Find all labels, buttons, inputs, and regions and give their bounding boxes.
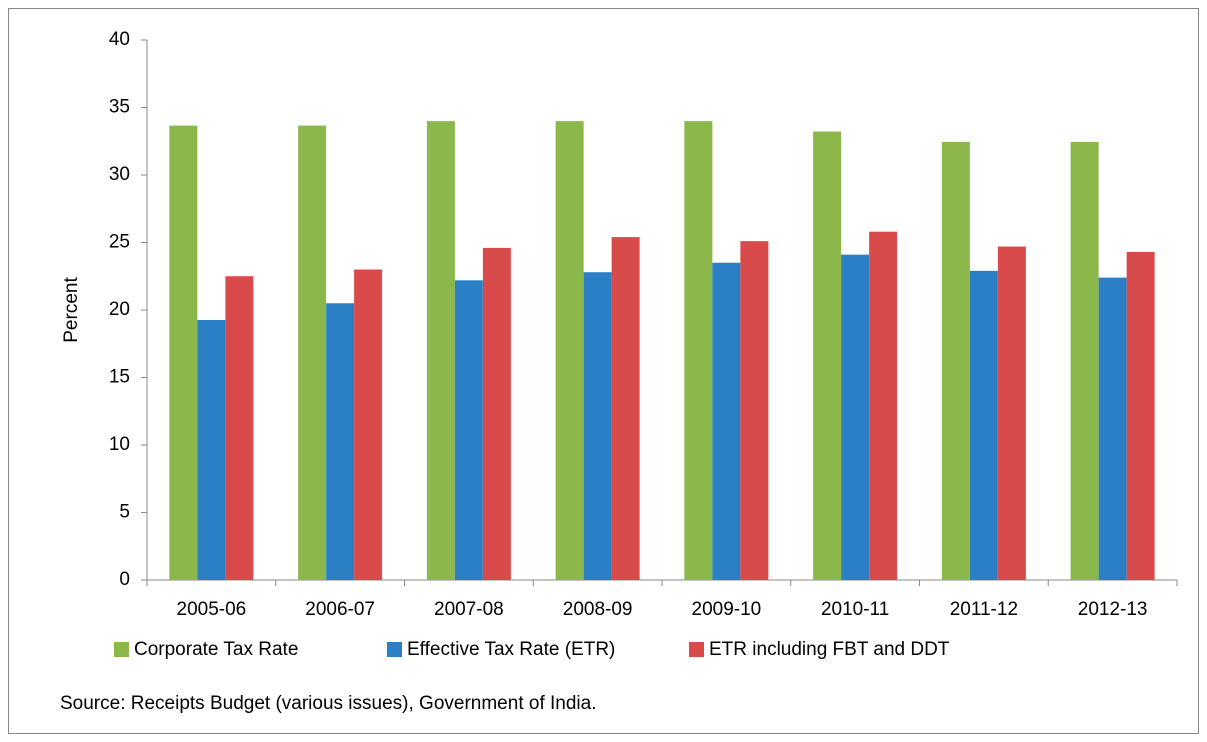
bar	[1098, 277, 1127, 580]
x-tick-label: 2006-07	[305, 599, 375, 620]
bar	[426, 121, 455, 580]
y-tick-label: 20	[109, 299, 130, 320]
bar	[298, 125, 327, 580]
y-tick-label: 15	[109, 367, 130, 388]
y-axis-label: Percent	[61, 277, 82, 343]
y-tick-label: 30	[109, 164, 130, 185]
x-tick-label: 2011-12	[950, 599, 1018, 620]
bar	[841, 254, 870, 580]
x-tick-label: 2007-08	[434, 599, 504, 620]
x-tick-label: 2010-11	[821, 599, 889, 620]
bar	[197, 319, 226, 580]
bar	[684, 121, 713, 580]
bar	[326, 303, 355, 580]
bar	[1126, 251, 1155, 580]
legend-label: Corporate Tax Rate	[134, 639, 298, 660]
y-tick-label: 10	[109, 434, 130, 455]
bar	[611, 237, 640, 580]
y-tick-label: 0	[119, 569, 130, 590]
y-tick-label: 40	[109, 29, 130, 50]
bar	[997, 246, 1026, 581]
legend-swatch	[114, 642, 129, 657]
bar	[169, 125, 198, 580]
legend-label: ETR including FBT and DDT	[709, 639, 950, 660]
bar	[1070, 141, 1099, 581]
bar	[712, 262, 741, 580]
bar	[813, 131, 842, 580]
bar	[454, 280, 483, 580]
x-tick-label: 2008-09	[563, 599, 633, 620]
bar	[583, 272, 612, 580]
x-tick-label: 2005-06	[177, 599, 247, 620]
x-tick-label: 2012-13	[1078, 599, 1148, 620]
legend-swatch	[689, 642, 704, 657]
legend-swatch	[387, 642, 402, 657]
x-tick-label: 2009-10	[692, 599, 762, 620]
y-tick-label: 35	[109, 97, 130, 118]
source-note: Source: Receipts Budget (various issues)…	[60, 693, 596, 714]
bar	[555, 121, 584, 580]
bar	[482, 247, 511, 580]
bar	[869, 231, 898, 580]
bar	[740, 241, 769, 580]
bar	[941, 141, 970, 581]
legend-label: Effective Tax Rate (ETR)	[407, 639, 615, 660]
bar	[969, 270, 998, 580]
y-tick-label: 5	[119, 502, 130, 523]
y-tick-label: 25	[109, 232, 130, 253]
bar	[354, 269, 383, 580]
bar	[225, 276, 254, 580]
